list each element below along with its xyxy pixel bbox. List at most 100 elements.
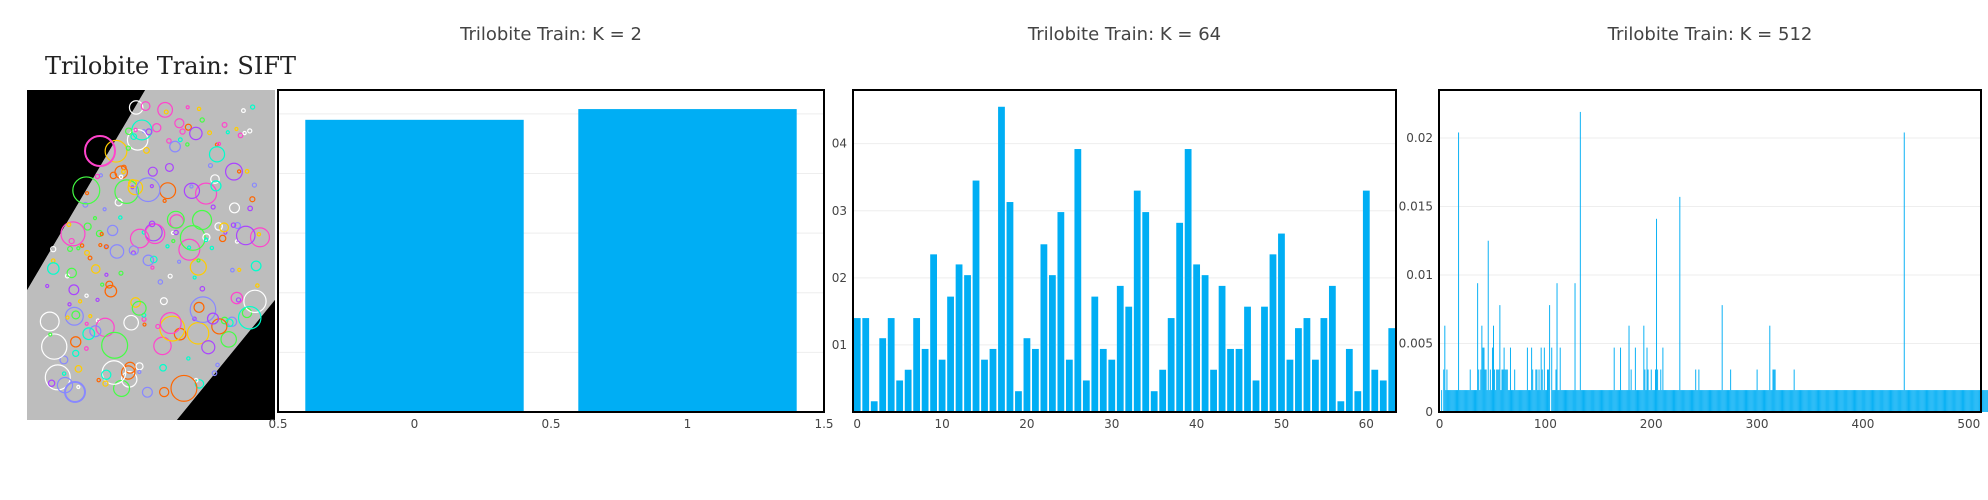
keypoint-circle — [256, 231, 262, 237]
bar — [1944, 390, 1945, 412]
keypoint-circle — [151, 123, 162, 133]
keypoint-circle — [184, 123, 192, 131]
keypoint-circle — [240, 108, 246, 114]
bar — [1690, 390, 1692, 412]
keypoint-circle — [70, 336, 82, 348]
bar — [1057, 212, 1065, 412]
bar — [1337, 401, 1345, 412]
bar — [1641, 390, 1643, 412]
bar — [1844, 390, 1846, 412]
bar — [1887, 390, 1889, 412]
bar — [1692, 390, 1694, 412]
bar — [1966, 390, 1968, 412]
keypoint-circle — [189, 184, 194, 189]
bar — [1150, 391, 1158, 412]
keypoint-circle — [186, 356, 191, 361]
bar — [1942, 390, 1944, 412]
bar — [1788, 390, 1790, 412]
bar — [1681, 390, 1683, 412]
bar — [1176, 222, 1184, 412]
bar — [1595, 390, 1597, 412]
bar — [1923, 390, 1925, 412]
keypoint-circle — [235, 297, 242, 303]
bar — [1610, 390, 1612, 412]
bar — [1693, 390, 1695, 412]
bar — [1235, 348, 1243, 412]
bar — [1968, 390, 1970, 412]
bar — [1875, 390, 1877, 412]
plot-frame — [852, 89, 1397, 413]
bar — [1913, 390, 1915, 412]
bar — [1524, 390, 1526, 412]
keypoint-circle — [242, 130, 247, 136]
keypoint-circle — [185, 142, 190, 147]
x-tick-label: 20 — [1019, 417, 1034, 431]
x-tick-label: 400 — [1852, 417, 1875, 431]
bar — [1932, 390, 1934, 412]
keypoint-circle — [247, 205, 254, 212]
bar — [1561, 390, 1563, 412]
bar — [1862, 390, 1864, 412]
bar — [1929, 390, 1931, 412]
bar — [1825, 390, 1827, 412]
bar — [1977, 390, 1979, 412]
bar — [1345, 348, 1353, 412]
bar — [1958, 390, 1960, 412]
bar — [1586, 390, 1588, 412]
keypoint-circle — [186, 245, 192, 250]
bar — [1811, 390, 1813, 412]
bar — [1108, 359, 1116, 412]
x-tick-label: 60 — [1359, 417, 1374, 431]
bar — [1483, 347, 1485, 412]
bar — [1752, 390, 1754, 412]
bar — [1890, 390, 1891, 412]
bar — [1682, 390, 1684, 412]
bar — [1671, 390, 1673, 412]
bar — [1555, 369, 1557, 412]
keypoint-circle — [109, 244, 125, 259]
keypoint-circle — [164, 162, 174, 172]
keypoint-circle — [229, 267, 235, 273]
bar — [1810, 390, 1812, 412]
bar — [1558, 390, 1560, 412]
bar — [1599, 390, 1601, 412]
bar — [1831, 390, 1833, 412]
keypoint-circle — [225, 130, 230, 135]
bar — [1645, 390, 1647, 412]
bar — [1842, 390, 1844, 412]
bar — [1840, 390, 1842, 412]
keypoint-circle — [149, 255, 158, 264]
bar — [1493, 325, 1494, 412]
bar — [1744, 390, 1746, 412]
bar — [1976, 390, 1978, 412]
bar — [1786, 390, 1788, 412]
bar — [1591, 390, 1593, 412]
bar — [1746, 390, 1747, 412]
bar — [1956, 390, 1958, 412]
bar — [1082, 380, 1090, 412]
bar — [1587, 390, 1589, 412]
bar — [1959, 390, 1961, 412]
bar — [1621, 390, 1623, 412]
bar — [1972, 390, 1974, 412]
bar — [981, 359, 988, 412]
keypoint-circle — [149, 183, 154, 189]
bar — [1858, 390, 1860, 412]
bar — [1556, 283, 1558, 412]
bar — [913, 318, 921, 412]
bar — [1633, 390, 1635, 412]
bar — [1869, 390, 1871, 412]
bar — [1467, 390, 1469, 412]
bar — [1975, 390, 1977, 412]
keypoint-circle — [173, 229, 179, 236]
y-tick-label: 0.02 — [1406, 131, 1433, 145]
keypoint-circle — [169, 140, 181, 153]
x-tick-label: 500 — [1957, 417, 1980, 431]
bar — [1668, 390, 1670, 412]
bar — [1849, 390, 1851, 412]
bar — [1523, 390, 1525, 412]
trilobite-specimen — [27, 90, 275, 420]
bar — [1665, 390, 1667, 412]
bar — [1721, 305, 1723, 412]
keypoint-circle — [208, 146, 226, 163]
